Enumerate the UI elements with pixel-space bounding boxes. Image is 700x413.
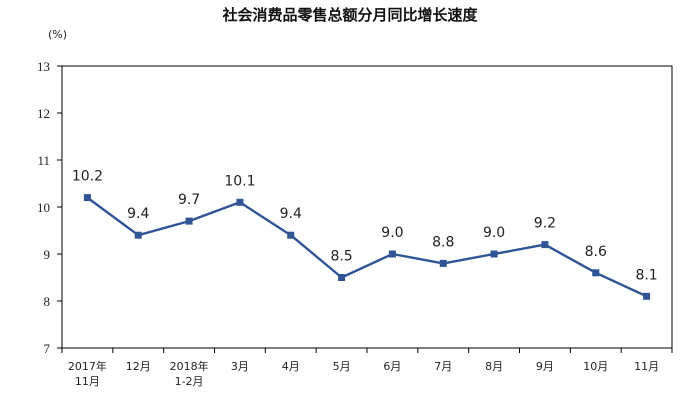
data-label: 9.0 (483, 225, 505, 241)
data-point (490, 250, 498, 258)
x-tick-label: 5月 (333, 360, 351, 373)
data-point (643, 292, 651, 300)
x-tick-label-line: 7月 (434, 360, 452, 373)
data-point (541, 241, 549, 249)
data-label: 9.2 (534, 216, 556, 232)
x-tick-label: 12月 (126, 360, 151, 373)
x-tick-label: 4月 (282, 360, 300, 373)
x-tick-label-line: 11月 (75, 375, 100, 388)
x-tick-label-line: 4月 (282, 360, 300, 373)
x-tick-label-line: 5月 (333, 360, 351, 373)
data-label: 8.8 (432, 234, 454, 250)
data-label: 10.1 (224, 173, 255, 189)
y-tick-label: 8 (44, 294, 51, 309)
x-tick-label-line: 8月 (485, 360, 503, 373)
data-point (388, 250, 396, 258)
x-tick-label-line: 2017年 (68, 359, 107, 373)
x-tick-label-line: 10月 (583, 360, 608, 373)
x-tick-label: 8月 (485, 360, 503, 373)
y-tick-label: 7 (44, 341, 51, 356)
data-point (236, 198, 244, 206)
data-point (439, 259, 447, 267)
data-label: 8.5 (330, 249, 352, 265)
x-tick-label: 2018年 1-2月 (170, 359, 209, 388)
x-tick-label-line: 12月 (126, 360, 151, 373)
data-label: 9.4 (127, 206, 149, 222)
x-tick-label-line: 11月 (634, 360, 659, 373)
data-point (338, 274, 346, 281)
plot-frame (61, 65, 673, 349)
x-tick-label-line: 9月 (536, 360, 554, 373)
x-tick-label-line: 1-2月 (175, 375, 204, 388)
data-point (83, 194, 91, 202)
data-label: 9.7 (178, 192, 200, 208)
series-growth-rate (83, 194, 651, 300)
y-tick-label: 10 (37, 200, 50, 215)
x-tick-label: 6月 (383, 360, 401, 373)
y-unit-label: (%) (48, 28, 67, 41)
y-tick-label: 12 (37, 106, 50, 121)
x-tick-label: 3月 (231, 360, 249, 373)
x-tick-label: 7月 (434, 360, 452, 373)
series-line (86, 196, 648, 298)
y-tick-label: 13 (37, 59, 50, 74)
data-label: 10.2 (72, 169, 103, 185)
data-label: 9.0 (381, 225, 403, 241)
data-label: 8.1 (635, 267, 657, 283)
x-axis: 2017年 11月 12月 2018年 1-2月 3月 4月 5月 6月 7月 8月 9月 10月 11月 (61, 348, 673, 388)
data-label: 9.4 (280, 206, 302, 222)
chart-title: 社会消费品零售总额分月同比增长速度 (221, 6, 478, 24)
x-tick-label-line: 3月 (231, 360, 249, 373)
data-point (592, 269, 600, 277)
x-tick-label-line: 2018年 (170, 359, 209, 373)
x-tick-label-line: 6月 (383, 360, 401, 373)
x-tick-label: 10月 (583, 360, 608, 373)
data-point (287, 231, 295, 239)
data-label: 8.6 (585, 244, 607, 260)
y-axis: 7 8 9 10 11 12 13 (37, 59, 62, 356)
data-labels: 10.2 9.4 9.7 10.1 9.4 8.5 9.0 8.8 9.0 9.2 8.6 8.1 (72, 169, 658, 284)
x-tick-label: 9月 (536, 360, 554, 373)
data-point (185, 217, 193, 225)
y-tick-label: 11 (37, 153, 50, 168)
x-tick-label: 11月 (634, 360, 659, 373)
data-point (134, 231, 142, 239)
y-tick-label: 9 (44, 247, 51, 262)
x-tick-label: 2017年 11月 (68, 359, 107, 388)
